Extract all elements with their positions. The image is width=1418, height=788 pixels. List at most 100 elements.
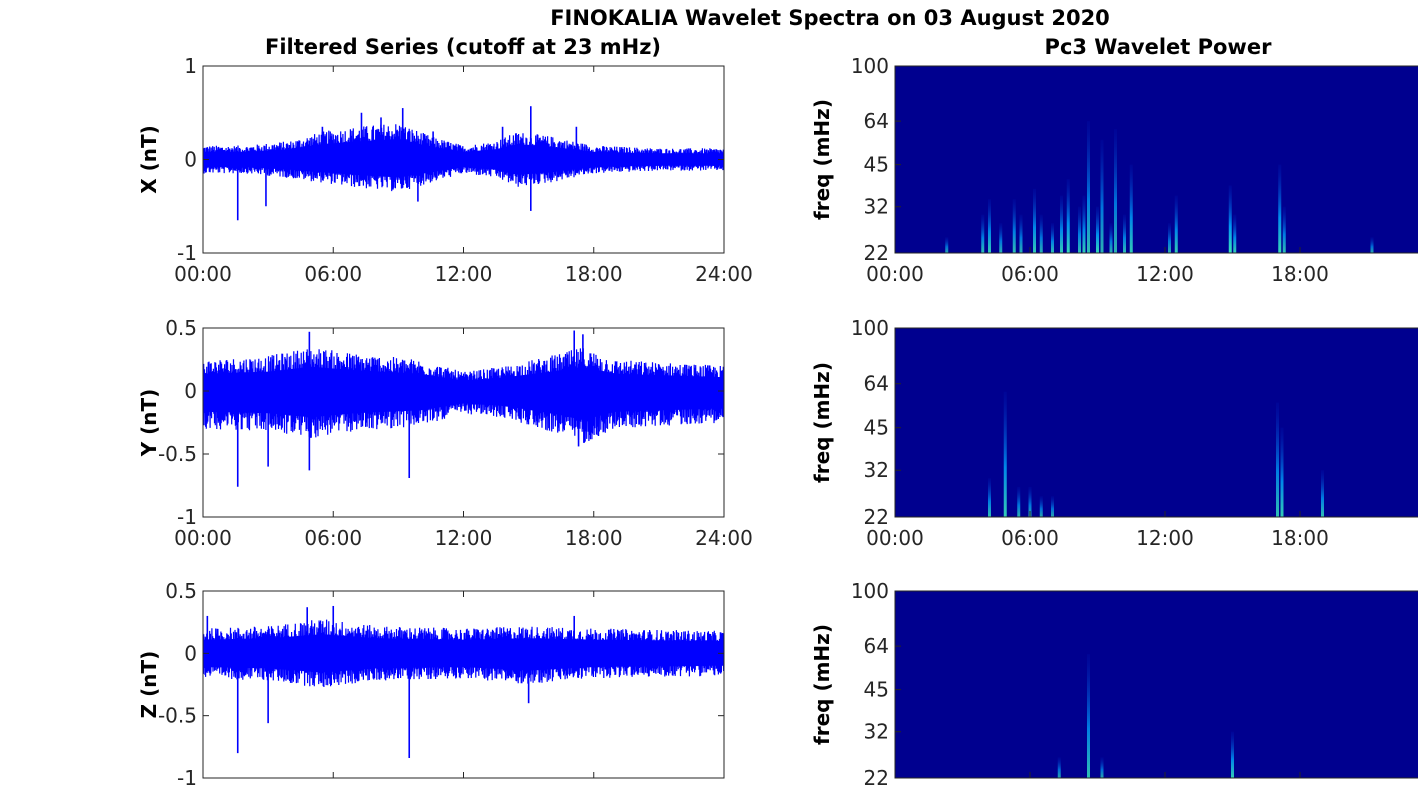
power-burst <box>1060 195 1063 253</box>
x-tick-label: 24:00 <box>695 262 753 286</box>
power-burst <box>1033 188 1036 253</box>
x-tick-label: 12:00 <box>1136 526 1194 550</box>
x-tick-label: 12:00 <box>435 262 493 286</box>
power-burst <box>1109 223 1113 253</box>
y-tick-label: 22 <box>864 766 889 788</box>
power-burst <box>999 223 1003 253</box>
power-burst <box>1087 654 1090 778</box>
power-burst <box>1228 185 1232 253</box>
y-tick-label: 45 <box>864 416 889 440</box>
power-burst <box>1078 206 1081 253</box>
power-burst <box>1174 195 1178 253</box>
power-burst <box>1100 757 1104 778</box>
x-tick-label: 06:00 <box>304 526 362 550</box>
power-burst <box>1051 223 1054 253</box>
y-tick-label: 0 <box>184 379 197 403</box>
x-tick-label: 24:00 <box>695 526 753 550</box>
spectrum-background <box>895 591 1418 778</box>
y-axis-label: freq (mHz) <box>810 362 834 483</box>
panel-y: 0.5 0 -0.5 -100:00 06:00 12:00 18:00 24:00 Y (nT… <box>137 316 753 550</box>
power-burst <box>1028 486 1032 517</box>
power-burst <box>1233 214 1237 253</box>
y-tick-label: -1 <box>177 241 197 265</box>
power-burst <box>1012 199 1016 253</box>
x-tick-label: 06:00 <box>1001 262 1059 286</box>
power-burst <box>945 237 949 253</box>
power-burst <box>1114 129 1117 253</box>
power-burst <box>981 214 985 253</box>
y-tick-label: 1 <box>184 54 197 78</box>
power-burst <box>1087 121 1090 253</box>
power-burst <box>1168 223 1171 253</box>
power-burst <box>1280 427 1284 517</box>
panels: 10-100:00 06:00 12:00 18:00 24:00X (nT)0.50-… <box>137 54 1418 788</box>
y-tick-label: 0.5 <box>165 316 197 340</box>
y-tick-label: -0.5 <box>158 704 197 728</box>
x-tick-label: 06:00 <box>1001 526 1059 550</box>
power-burst <box>1282 206 1286 253</box>
y-tick-label: -0.5 <box>158 442 197 466</box>
y-tick-label: 0 <box>184 641 197 665</box>
power-burst <box>988 478 991 517</box>
power-burst <box>1231 731 1234 778</box>
x-tick-label: 00:00 <box>174 526 232 550</box>
y-axis-label: X (nT) <box>137 125 161 194</box>
y-axis-label: Y (nT) <box>137 389 161 458</box>
y-tick-label: 0 <box>184 148 197 172</box>
y-tick-label: 100 <box>851 316 889 340</box>
spectrum-background <box>895 328 1418 517</box>
y-tick-label: 100 <box>851 579 889 603</box>
y-tick-label: 32 <box>864 195 889 219</box>
power-burst <box>1017 486 1021 517</box>
series-core <box>203 366 724 420</box>
power-burst <box>1321 470 1324 517</box>
spectrum-background <box>895 66 1418 253</box>
power-burst <box>1082 195 1086 253</box>
y-tick-label: 22 <box>864 505 889 529</box>
y-tick-label: 100 <box>851 54 889 78</box>
y-tick-label: 45 <box>864 678 889 702</box>
power-burst <box>1039 214 1043 253</box>
power-burst <box>1003 391 1007 517</box>
power-burst <box>1129 164 1133 253</box>
x-tick-label: 00:00 <box>866 526 924 550</box>
power-burst <box>1276 402 1279 517</box>
x-tick-label: 12:00 <box>435 526 493 550</box>
power-burst <box>1096 206 1099 253</box>
x-tick-label: 18:00 <box>1271 526 1329 550</box>
right-column-title: Pc3 Wavelet Power <box>1045 35 1273 59</box>
series-core <box>203 138 724 178</box>
y-tick-label: 64 <box>864 372 889 396</box>
x-tick-label: 18:00 <box>1271 262 1329 286</box>
power-burst <box>1123 214 1126 253</box>
y-tick-label: 45 <box>864 153 889 177</box>
y-tick-label: 64 <box>864 634 889 658</box>
y-tick-label: -1 <box>177 505 197 529</box>
y-axis-label: freq (mHz) <box>810 99 834 220</box>
y-tick-label: 32 <box>864 458 889 482</box>
y-tick-label: 64 <box>864 109 889 133</box>
panel-x: 1 0 -100:00 06:00 12:00 18:00 24:00 X (nT) <box>137 54 753 286</box>
x-tick-label: 18:00 <box>565 262 623 286</box>
y-axis-label: freq (mHz) <box>810 624 834 745</box>
power-burst <box>1370 237 1374 253</box>
axes-frame <box>202 590 725 779</box>
y-tick-label: 0.5 <box>165 579 197 603</box>
power-burst <box>1278 164 1282 253</box>
power-burst <box>1019 214 1023 253</box>
power-burst <box>988 199 991 253</box>
x-tick-label: 00:00 <box>174 262 232 286</box>
power-burst <box>1100 139 1104 253</box>
power-burst <box>1066 179 1070 253</box>
x-tick-label: 00:00 <box>866 262 924 286</box>
x-tick-label: 12:00 <box>1136 262 1194 286</box>
y-tick-label: 32 <box>864 720 889 744</box>
left-column-title: Filtered Series (cutoff at 23 mHz) <box>265 35 661 59</box>
figure-suptitle: FINOKALIA Wavelet Spectra on 03 August 2… <box>550 6 1110 30</box>
y-axis-label: Z (nT) <box>137 651 161 719</box>
power-burst <box>1039 496 1043 517</box>
x-tick-label: 06:00 <box>304 262 362 286</box>
